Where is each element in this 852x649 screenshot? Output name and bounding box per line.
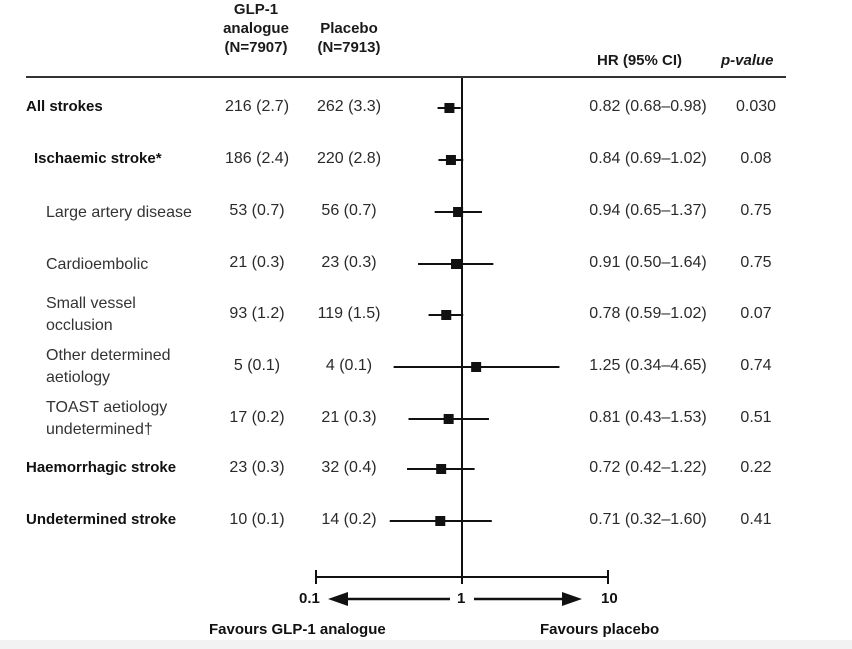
glp1-header: GLP-1 analogue (N=7907): [214, 0, 298, 57]
point-estimate: [436, 464, 447, 474]
bottom-band: [0, 640, 852, 649]
row-label: Other determined: [46, 347, 171, 364]
x-tick-label-0.1: 0.1: [299, 590, 320, 607]
p-value-text: 0.22: [740, 459, 772, 476]
p-value-text: 0.030: [735, 98, 777, 115]
placebo-count: 262 (3.3): [316, 98, 382, 115]
p-value-text: 0.07: [740, 305, 772, 322]
hr-ci-text: 0.81 (0.43–1.53): [589, 409, 707, 426]
p-value-text: 0.41: [740, 511, 772, 528]
row-label: Undetermined stroke: [26, 511, 177, 528]
point-estimate: [471, 362, 482, 372]
placebo-header-line1: Placebo: [320, 20, 378, 37]
row-label: Large artery disease: [46, 204, 192, 221]
hr-ci-text: 0.82 (0.68–0.98): [589, 98, 707, 115]
glp1-header-line3: (N=7907): [224, 39, 288, 56]
x-tick-label-10: 10: [601, 590, 618, 607]
point-estimate: [445, 155, 456, 165]
placebo-count: 220 (2.8): [316, 150, 382, 167]
placebo-count: 14 (0.2): [321, 511, 377, 528]
glp1-count: 5 (0.1): [233, 357, 281, 374]
p-value-text: 0.51: [740, 409, 772, 426]
row-label-line2: occlusion: [46, 317, 113, 334]
placebo-count: 119 (1.5): [317, 305, 381, 322]
hr-ci-text: 0.94 (0.65–1.37): [589, 202, 707, 219]
row-label: Small vessel: [46, 295, 136, 312]
row-label: All strokes: [26, 98, 103, 115]
glp1-header-line2: analogue: [223, 20, 289, 37]
placebo-header: Placebo (N=7913): [306, 19, 392, 57]
hr-ci-text: 0.72 (0.42–1.22): [589, 459, 707, 476]
point-estimate: [435, 516, 446, 526]
glp1-header-line1: GLP-1: [233, 1, 279, 18]
p-value-header: p-value: [721, 52, 774, 69]
p-value-text: 0.74: [740, 357, 772, 374]
placebo-count: 32 (0.4): [321, 459, 377, 476]
header-rule: [26, 76, 786, 78]
point-estimate: [453, 207, 464, 217]
glp1-count: 93 (1.2): [229, 305, 285, 322]
row-label: Ischaemic stroke*: [34, 150, 162, 167]
arrow-left-head: [328, 592, 348, 606]
p-value-text: 0.75: [740, 202, 772, 219]
glp1-count: 23 (0.3): [229, 459, 285, 476]
glp1-count: 17 (0.2): [229, 409, 285, 426]
glp1-count: 21 (0.3): [229, 254, 285, 271]
row-label-line2: aetiology: [46, 369, 111, 386]
hr-ci-text: 0.71 (0.32–1.60): [589, 511, 707, 528]
glp1-count: 216 (2.7): [224, 98, 290, 115]
point-estimate: [443, 414, 454, 424]
glp1-count: 53 (0.7): [229, 202, 285, 219]
p-value-text: 0.08: [740, 150, 772, 167]
point-estimate: [444, 103, 455, 113]
hr-header: HR (95% CI): [597, 52, 683, 69]
hr-ci-text: 0.78 (0.59–1.02): [589, 305, 707, 322]
hr-ci-text: 0.84 (0.69–1.02): [589, 150, 707, 167]
x-tick-label-1: 1: [457, 590, 466, 607]
placebo-count: 56 (0.7): [321, 202, 377, 219]
placebo-count: 4 (0.1): [325, 357, 373, 374]
row-label: Cardioembolic: [46, 256, 149, 273]
row-label-line2: undetermined†: [46, 421, 153, 438]
favours-glp1-label: Favours GLP-1 analogue: [209, 621, 386, 638]
glp1-count: 186 (2.4): [224, 150, 290, 167]
placebo-header-line2: (N=7913): [317, 39, 381, 56]
p-value-text: 0.75: [740, 254, 772, 271]
point-estimate: [451, 259, 462, 269]
row-label: Haemorrhagic stroke: [26, 459, 177, 476]
placebo-count: 21 (0.3): [321, 409, 377, 426]
favours-placebo-label: Favours placebo: [540, 621, 660, 638]
glp1-count: 10 (0.1): [229, 511, 285, 528]
hr-ci-text: 1.25 (0.34–4.65): [589, 357, 707, 374]
arrow-right-head: [562, 592, 582, 606]
row-label: TOAST aetiology: [46, 399, 168, 416]
point-estimate: [441, 310, 452, 320]
placebo-count: 23 (0.3): [321, 254, 377, 271]
hr-ci-text: 0.91 (0.50–1.64): [589, 254, 707, 271]
